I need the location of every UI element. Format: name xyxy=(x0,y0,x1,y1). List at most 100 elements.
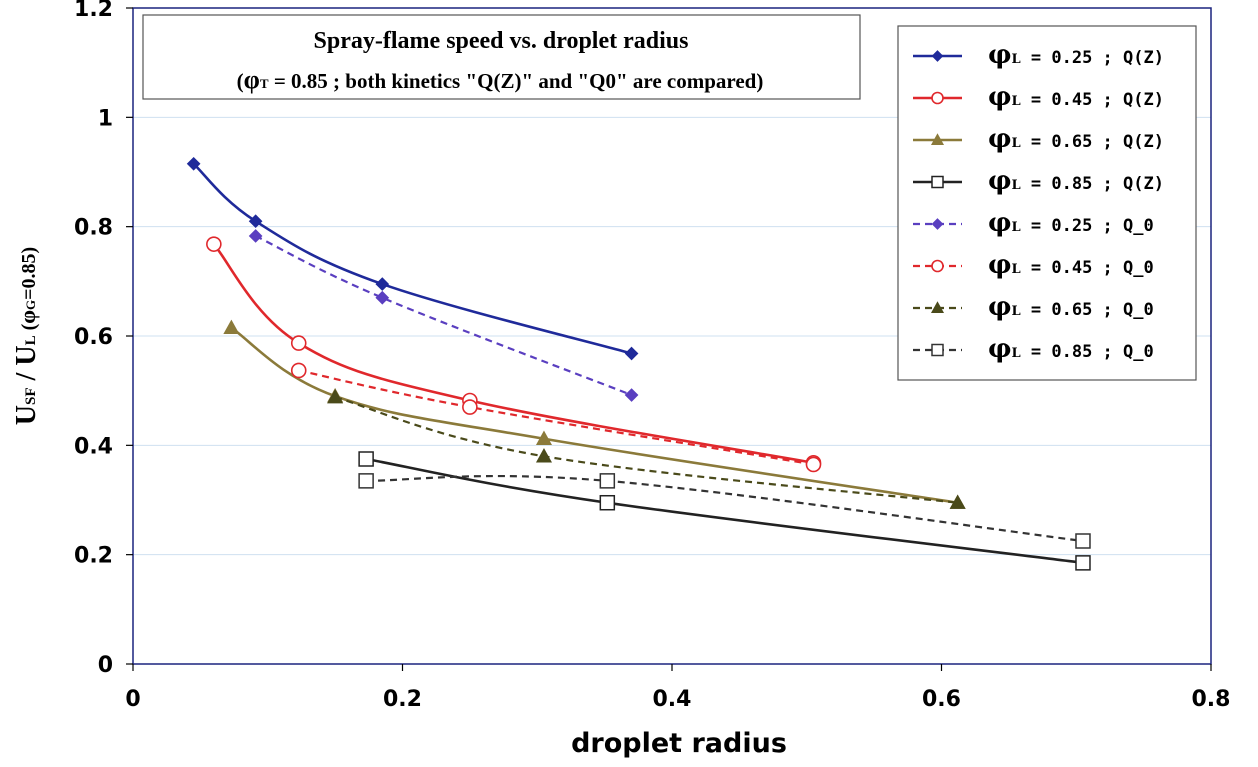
x-tick-label: 0.8 xyxy=(1192,687,1231,712)
data-point xyxy=(290,362,307,379)
y-title-slash: / xyxy=(11,366,42,388)
legend-marker xyxy=(931,175,944,189)
series-line xyxy=(365,457,1084,565)
data-point xyxy=(248,214,263,229)
axis-ticks xyxy=(126,7,1212,671)
legend-phi: φ xyxy=(988,292,1012,322)
data-point xyxy=(186,156,201,171)
legend-marker xyxy=(931,50,944,62)
y-tick-label: 0.4 xyxy=(74,434,113,459)
y-title-phi: φ xyxy=(15,310,40,324)
data-point xyxy=(248,229,263,243)
title-box-frame xyxy=(142,14,861,100)
y-title-u2: U xyxy=(11,345,42,365)
legend-marker xyxy=(931,343,944,357)
data-point xyxy=(462,399,478,415)
series-line xyxy=(298,369,814,466)
legend: φL = 0.25 ; Q(Z)φL = 0.45 ; Q(Z)φL = 0.6… xyxy=(897,25,1197,381)
legend-label: φL = 0.45 ; Q(Z) xyxy=(988,82,1164,112)
legend-phi-sub: L xyxy=(1012,136,1021,151)
legend-label: φL = 0.85 ; Q(Z) xyxy=(988,166,1164,196)
series-6 xyxy=(290,362,822,473)
y-tick-labels: 0 0.2 0.4 0.6 0.8 1 1.2 xyxy=(74,0,113,678)
y-tick-label: 0.8 xyxy=(74,216,113,241)
legend-label: φL = 0.25 ; Q_0 xyxy=(988,208,1154,238)
legend-text: = 0.85 ; Q(Z) xyxy=(1021,174,1164,194)
x-tick-label: 0.4 xyxy=(653,687,692,712)
legend-phi: φ xyxy=(988,334,1012,364)
chart-title-box: Spray-flame speed vs. droplet radius (φT… xyxy=(142,14,861,100)
legend-item-7: φL = 0.65 ; Q_0 xyxy=(913,292,1154,322)
data-point xyxy=(949,494,966,509)
data-point xyxy=(223,319,240,334)
series-7 xyxy=(327,388,966,509)
series-4 xyxy=(358,451,1091,571)
data-point xyxy=(358,451,374,467)
legend-item-3: φL = 0.65 ; Q(Z) xyxy=(913,124,1164,154)
series-8 xyxy=(358,473,1091,549)
x-axis-title: droplet radius xyxy=(571,728,787,759)
data-point xyxy=(358,473,374,489)
data-point xyxy=(327,388,344,404)
subtitle-phi: φ xyxy=(244,65,260,94)
series-line xyxy=(366,474,1084,543)
data-point xyxy=(624,388,639,402)
chart-subtitle: (φT = 0.85 ; both kinetics "Q(Z)" and "Q… xyxy=(237,65,764,94)
data-point xyxy=(624,346,639,361)
y-title-close: =0.85) xyxy=(18,247,40,300)
legend-phi-sub: L xyxy=(1012,94,1021,109)
legend-phi: φ xyxy=(988,166,1012,196)
legend-phi: φ xyxy=(988,250,1012,280)
legend-text: = 0.65 ; Q_0 xyxy=(1021,300,1154,320)
legend-phi-sub: L xyxy=(1012,304,1021,319)
legend-item-1: φL = 0.25 ; Q(Z) xyxy=(913,40,1164,70)
series-line xyxy=(255,234,632,397)
legend-marker xyxy=(931,259,944,273)
y-tick-label: 0.2 xyxy=(74,544,113,569)
x-tick-label: 0.6 xyxy=(922,687,961,712)
data-point xyxy=(375,290,390,305)
data-point xyxy=(599,494,616,511)
legend-phi-sub: L xyxy=(1012,220,1021,235)
legend-phi: φ xyxy=(988,82,1012,112)
x-tick-labels: 0 0.2 0.4 0.6 0.8 xyxy=(125,687,1230,712)
data-point xyxy=(290,335,307,351)
series-line xyxy=(212,243,814,465)
legend-marker xyxy=(931,91,944,105)
x-tick-label: 0 xyxy=(125,687,140,712)
y-title-open: ( xyxy=(18,323,40,335)
legend-phi: φ xyxy=(988,208,1012,238)
data-point xyxy=(206,236,222,252)
series-line xyxy=(334,396,958,504)
chart-title: Spray-flame speed vs. droplet radius xyxy=(314,28,689,54)
legend-phi-sub: L xyxy=(1012,52,1021,67)
legend-item-4: φL = 0.85 ; Q(Z) xyxy=(913,166,1164,196)
data-point xyxy=(1075,533,1091,549)
legend-label: φL = 0.85 ; Q_0 xyxy=(988,334,1154,364)
y-tick-label: 1.2 xyxy=(74,0,113,22)
series-5 xyxy=(248,229,639,402)
legend-item-8: φL = 0.85 ; Q_0 xyxy=(913,334,1154,364)
legend-label: φL = 0.65 ; Q(Z) xyxy=(988,124,1164,154)
legend-text: = 0.65 ; Q(Z) xyxy=(1021,132,1164,152)
legend-frame xyxy=(897,25,1197,381)
legend-phi: φ xyxy=(988,40,1012,70)
legend-text: = 0.85 ; Q_0 xyxy=(1021,342,1154,362)
series-1 xyxy=(186,156,639,361)
y-title-u1: U xyxy=(11,405,42,425)
data-point xyxy=(535,430,553,445)
y-title-sub1: SF xyxy=(23,387,39,405)
y-title-sub3: G xyxy=(23,300,38,310)
y-tick-label: 0 xyxy=(98,653,113,678)
legend-text: = 0.25 ; Q(Z) xyxy=(1021,48,1164,68)
data-point xyxy=(599,473,616,489)
legend-phi-sub: L xyxy=(1012,178,1021,193)
legend-marker xyxy=(930,133,945,145)
legend-item-5: φL = 0.25 ; Q_0 xyxy=(913,208,1154,238)
legend-items: φL = 0.25 ; Q(Z)φL = 0.45 ; Q(Z)φL = 0.6… xyxy=(913,40,1164,364)
subtitle-open: ( xyxy=(237,69,244,93)
data-point xyxy=(375,277,390,291)
legend-phi: φ xyxy=(988,124,1012,154)
y-tick-label: 0.6 xyxy=(74,325,113,350)
legend-label: φL = 0.65 ; Q_0 xyxy=(988,292,1154,322)
